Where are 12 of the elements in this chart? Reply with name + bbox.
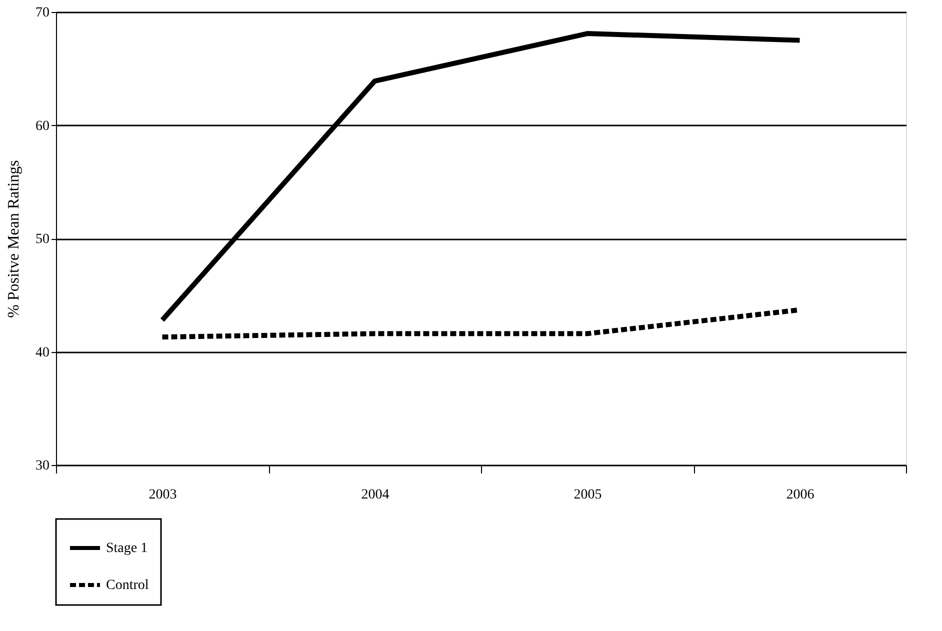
- y-tick-label: 50: [36, 232, 50, 247]
- legend-label: Stage 1: [106, 541, 148, 556]
- y-tick-label: 30: [36, 458, 50, 474]
- y-tick-label: 60: [36, 118, 50, 134]
- x-tick-label: 2004: [361, 488, 390, 502]
- y-tick-label: 40: [36, 345, 50, 360]
- y-tick-label: 70: [36, 6, 50, 20]
- x-tick-label: 2003: [148, 488, 177, 502]
- x-tick-label: 2006: [786, 488, 814, 502]
- y-axis-title: % Positve Mean Ratings: [6, 160, 22, 318]
- legend-label: Control: [106, 578, 149, 593]
- x-tick-label: 2005: [574, 488, 602, 502]
